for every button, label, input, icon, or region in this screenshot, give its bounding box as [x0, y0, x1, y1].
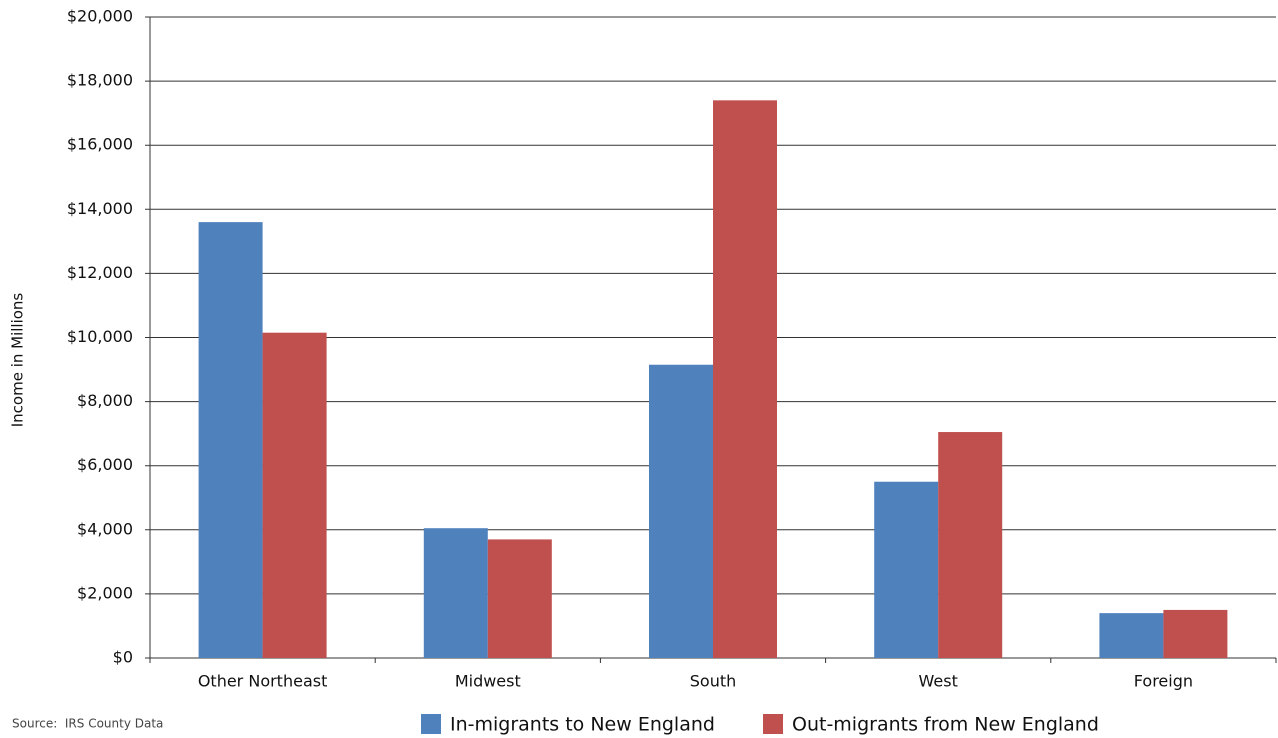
- y-tick-label: $8,000: [77, 391, 133, 410]
- bar: [423, 528, 488, 658]
- legend-label: Out-migrants from New England: [792, 714, 1099, 736]
- bar: [649, 364, 713, 658]
- y-tick-label: $2,000: [77, 583, 133, 602]
- y-tick-label: $4,000: [77, 519, 133, 538]
- bar: [938, 432, 1003, 658]
- x-tick-label: Foreign: [1134, 672, 1193, 691]
- x-tick-label: South: [690, 672, 737, 691]
- y-tick-label: $16,000: [67, 135, 133, 154]
- x-tick-label: Midwest: [455, 672, 521, 691]
- y-tick-label: $20,000: [67, 7, 133, 26]
- bar: [487, 539, 552, 658]
- y-tick-label: $14,000: [67, 199, 133, 218]
- bar: [874, 481, 939, 658]
- y-tick-label: $6,000: [77, 455, 133, 474]
- bar: [1099, 613, 1164, 658]
- y-tick-label: $18,000: [67, 71, 133, 90]
- x-tick-label: Other Northeast: [198, 672, 328, 691]
- bar: [198, 222, 263, 658]
- bar: [713, 100, 777, 658]
- y-tick-label: $12,000: [67, 263, 133, 282]
- bar: [262, 332, 327, 658]
- legend-swatch: [421, 714, 441, 734]
- y-axis-title: Income in Millions: [9, 293, 27, 428]
- source-note: Source: IRS County Data: [12, 717, 163, 731]
- bar: [1163, 609, 1228, 658]
- x-tick-label: West: [919, 672, 958, 691]
- y-tick-label: $10,000: [67, 327, 133, 346]
- legend-label: In-migrants to New England: [450, 714, 715, 736]
- y-tick-label: $0: [113, 648, 133, 667]
- legend-swatch: [763, 714, 783, 734]
